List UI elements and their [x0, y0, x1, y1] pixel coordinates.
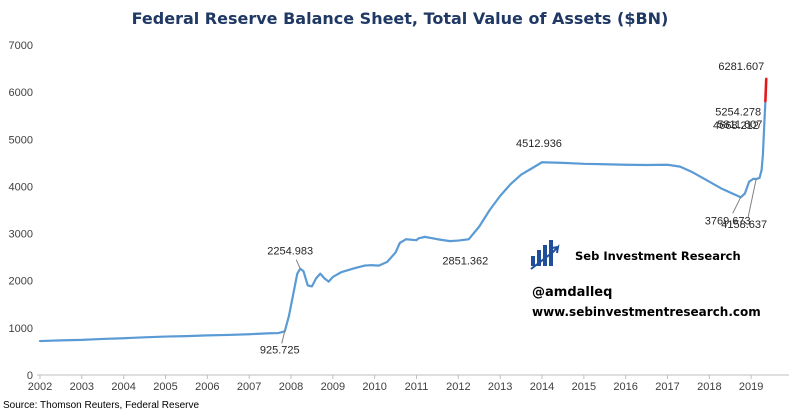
data-label: 4512.936 [516, 138, 562, 150]
y-tick-label: 3000 [9, 229, 33, 241]
logo-bar [537, 250, 541, 266]
x-tick-label: 2011 [405, 381, 429, 393]
data-label: 6281.607 [718, 61, 764, 73]
brand-handle: @amdalleq [532, 285, 612, 300]
y-tick-label: 0 [27, 370, 33, 382]
data-label: 4668.212 [713, 120, 759, 132]
x-tick-label: 2013 [488, 381, 512, 393]
x-tick-label: 2016 [613, 381, 637, 393]
x-tick-label: 2014 [530, 381, 554, 393]
x-axis: 2002 2003 2004 2005 2006 2007 2008 2009 2010 2011… [28, 375, 763, 393]
x-tick-label: 2005 [153, 381, 177, 393]
x-tick-label: 2010 [362, 381, 386, 393]
x-tick-label: 2006 [195, 381, 219, 393]
y-tick-label: 7000 [9, 40, 33, 52]
chart-title: Federal Reserve Balance Sheet, Total Val… [132, 9, 669, 28]
x-tick-label: 2009 [321, 381, 345, 393]
y-axis: 0 1000 2000 3000 4000 5000 6000 7000 [9, 40, 33, 382]
logo-arrow [530, 244, 560, 270]
series-line-total-assets [38, 99, 767, 343]
data-label: 5254.278 [715, 106, 761, 118]
y-tick-label: 5000 [9, 134, 33, 146]
annotation-leader [295, 259, 301, 269]
annotation-layer: 925.7252254.9832851.3624512.9363769.6734… [260, 61, 767, 356]
y-tick-label: 2000 [9, 276, 33, 288]
data-label: 925.725 [260, 344, 300, 356]
annotation-leader [747, 178, 757, 218]
annotation-leader [732, 197, 742, 214]
x-tick-label: 2017 [655, 381, 679, 393]
x-tick-label: 2007 [237, 381, 261, 393]
x-tick-label: 2008 [279, 381, 303, 393]
logo-bar [531, 256, 535, 266]
x-tick-label: 2004 [111, 381, 135, 393]
x-tick-label: 2003 [70, 381, 94, 393]
data-label: 5811.607 [717, 119, 762, 131]
source-note: Source: Thomson Reuters, Federal Reserve [3, 400, 199, 411]
brand-website: www.sebinvestmentresearch.com [532, 305, 761, 319]
y-tick-label: 6000 [9, 87, 33, 99]
series-layer [38, 77, 768, 343]
brand-name: Seb Investment Research [575, 249, 741, 263]
x-tick-label: 2002 [28, 381, 52, 393]
data-label: 4158.637 [721, 219, 767, 231]
logo-bar [543, 245, 547, 266]
annotation-leader [281, 331, 286, 344]
x-tick-label: 2012 [446, 381, 470, 393]
data-label: 2254.983 [267, 246, 313, 258]
data-label: 3769.673 [705, 215, 751, 227]
data-label: 2851.362 [442, 256, 488, 268]
y-tick-label: 1000 [9, 323, 33, 335]
series-line-latest-change [764, 77, 768, 103]
x-tick-label: 2015 [572, 381, 596, 393]
x-tick-label: 2018 [697, 381, 721, 393]
brand-logo-icon [530, 240, 560, 270]
y-tick-label: 4000 [9, 181, 33, 193]
x-tick-label: 2019 [739, 381, 763, 393]
